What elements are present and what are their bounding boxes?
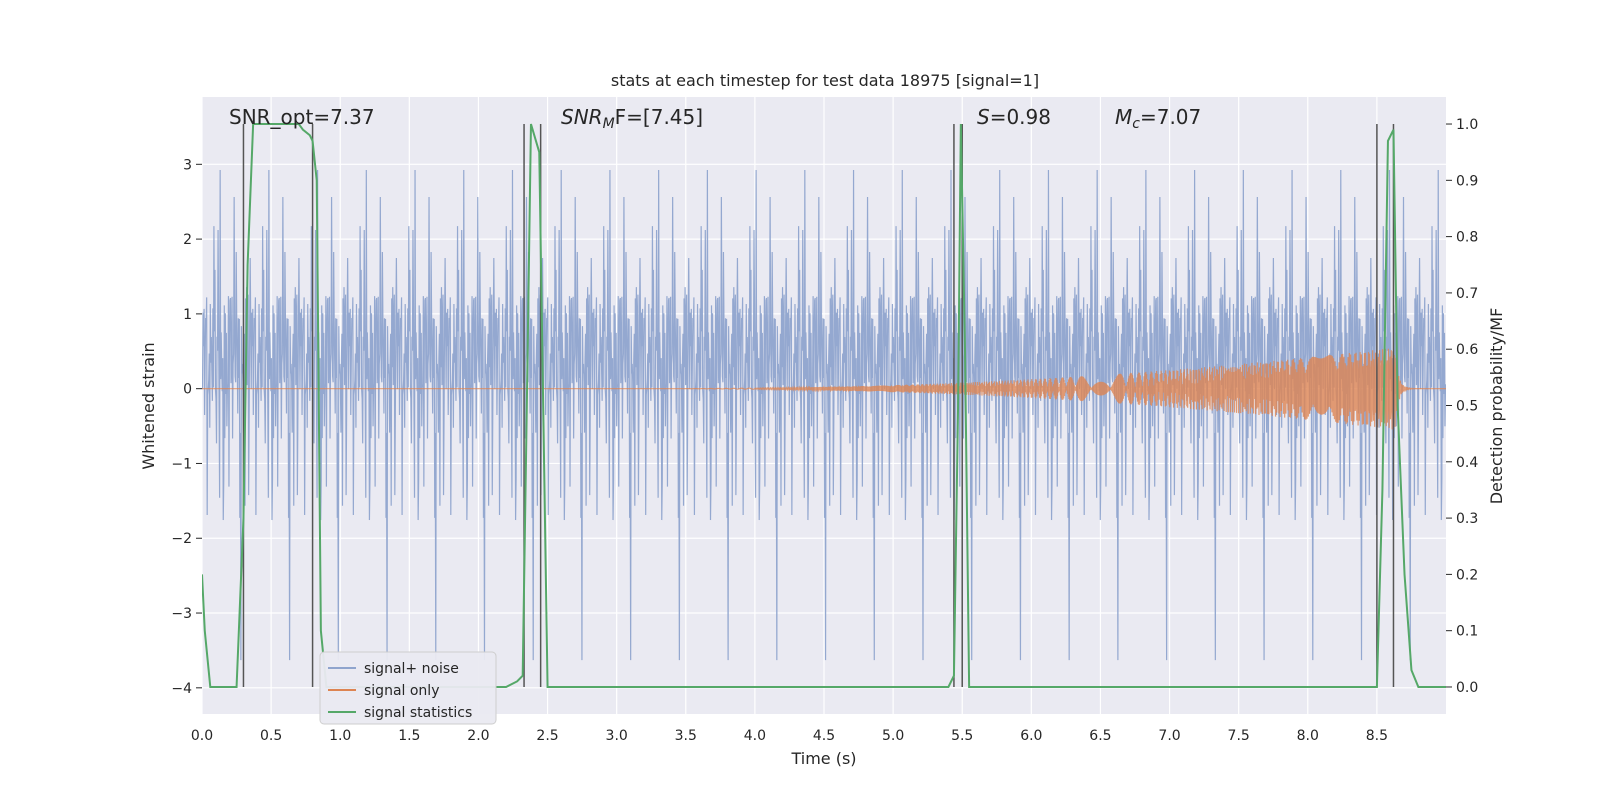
chart-title: stats at each timestep for test data 189… bbox=[611, 71, 1039, 90]
x-tick-label: 5.0 bbox=[882, 728, 904, 744]
y-right-tick-label: 0.5 bbox=[1456, 399, 1478, 415]
x-tick-label: 1.0 bbox=[329, 728, 351, 744]
y-axis-label-left: Whitened strain bbox=[139, 342, 158, 469]
x-tick-label: 6.5 bbox=[1089, 728, 1111, 744]
x-tick-label: 0.5 bbox=[260, 728, 282, 744]
legend: signal+ noise signal only signal statistic… bbox=[319, 651, 497, 725]
y-left-tick-label: 1 bbox=[183, 307, 192, 323]
annotation-s-value: =0.98 bbox=[990, 105, 1051, 129]
series-layer bbox=[202, 123, 1446, 688]
y-right-tick-label: 0.3 bbox=[1456, 511, 1478, 527]
x-tick-label: 6.0 bbox=[1020, 728, 1042, 744]
y-right-tick-label: 0.6 bbox=[1456, 342, 1478, 358]
x-tick-label: 7.0 bbox=[1158, 728, 1180, 744]
y-right-tick-label: 0.4 bbox=[1456, 455, 1478, 471]
y-right-tick-label: 0.2 bbox=[1456, 567, 1478, 583]
y-right-tick-label: 0.8 bbox=[1456, 230, 1478, 246]
y-left-tick-label: 2 bbox=[183, 232, 192, 248]
annotation-snr-mf-base: SNR bbox=[561, 105, 603, 129]
y-axis-label-right: Detection probability/MF bbox=[1487, 308, 1506, 505]
y-right-tick-label: 0.0 bbox=[1456, 680, 1478, 696]
y-left-tick-label: −4 bbox=[171, 681, 192, 697]
x-tick-label: 7.5 bbox=[1228, 728, 1250, 744]
legend-label: signal statistics bbox=[364, 705, 472, 721]
y-right-tick-label: 1.0 bbox=[1456, 117, 1478, 133]
legend-label: signal only bbox=[364, 683, 439, 699]
y-right-tick-label: 0.9 bbox=[1456, 173, 1478, 189]
x-tick-label: 8.0 bbox=[1297, 728, 1319, 744]
y-left-tick-label: 3 bbox=[183, 157, 192, 173]
annotation-snr-mf: SNRMF=[7.45] bbox=[561, 105, 703, 132]
y-left-tick-label: −1 bbox=[171, 456, 192, 472]
x-tick-label: 3.0 bbox=[606, 728, 628, 744]
y-left-tick-label: −2 bbox=[171, 531, 192, 547]
y-left-tick-label: 0 bbox=[183, 382, 192, 398]
series-signal-only bbox=[202, 348, 1446, 430]
x-tick-label: 2.5 bbox=[536, 728, 558, 744]
annotation-mc: Mc=7.07 bbox=[1115, 105, 1201, 132]
legend-box bbox=[319, 651, 497, 725]
x-tick-label: 4.5 bbox=[813, 728, 835, 744]
plot-area: 0.0 0.5 1.0 1.5 2.0 2.5 3.0 3.5 4.0 4.5 5.0 5.5 6.0 6… bbox=[171, 97, 1478, 744]
annotation-mc-sub: c bbox=[1132, 116, 1140, 132]
y-right-tick-label: 0.1 bbox=[1456, 624, 1478, 640]
y-right-tick-label: 0.7 bbox=[1456, 286, 1478, 302]
x-tick-label: 3.5 bbox=[675, 728, 697, 744]
x-tick-label: 2.0 bbox=[467, 728, 489, 744]
annotation-mc-base: M bbox=[1115, 105, 1132, 129]
annotation-snr-mf-sub: M bbox=[603, 116, 615, 132]
x-tick-label: 1.5 bbox=[398, 728, 420, 744]
series-signal-statistics bbox=[202, 123, 1446, 688]
annotation-snr-mf-rest: F=[7.45] bbox=[615, 105, 703, 129]
y-left-tick-label: −3 bbox=[171, 606, 192, 622]
x-tick-label: 5.5 bbox=[951, 728, 973, 744]
annotation-snr-opt: SNR_opt=7.37 bbox=[229, 105, 375, 129]
annotation-s: S=0.98 bbox=[977, 105, 1051, 129]
annotation-mc-value: =7.07 bbox=[1140, 105, 1201, 129]
x-tick-label: 8.5 bbox=[1366, 728, 1388, 744]
legend-label: signal+ noise bbox=[364, 661, 459, 677]
x-axis-label: Time (s) bbox=[790, 749, 856, 768]
annotation-s-var: S bbox=[977, 105, 990, 129]
x-tick-label: 0.0 bbox=[191, 728, 213, 744]
x-tick-label: 4.0 bbox=[744, 728, 766, 744]
